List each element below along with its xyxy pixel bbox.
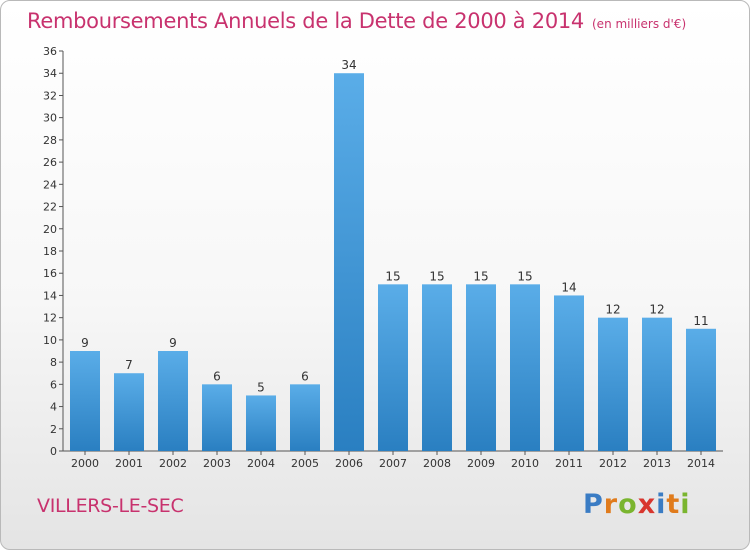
y-tick-label: 0 [50, 445, 57, 458]
logo-letter: i [656, 489, 667, 520]
data-label-2005: 6 [301, 369, 309, 383]
x-tick-label-2002: 2002 [159, 457, 187, 470]
y-tick-label: 36 [43, 45, 57, 58]
logo-letter: o [618, 489, 638, 520]
y-tick-label: 32 [43, 89, 57, 102]
bar-2014 [686, 328, 716, 451]
bar-2002 [158, 351, 188, 451]
x-tick-label-2006: 2006 [335, 457, 363, 470]
logo-letter: i [680, 489, 691, 520]
bar-2010 [510, 284, 540, 451]
data-label-2013: 12 [649, 303, 664, 317]
data-label-2007: 15 [385, 269, 400, 283]
data-label-2006: 34 [341, 58, 356, 72]
data-label-2009: 15 [473, 269, 488, 283]
y-tick-label: 18 [43, 245, 57, 258]
x-tick-label-2001: 2001 [115, 457, 143, 470]
y-tick-label: 26 [43, 156, 57, 169]
y-tick-label: 24 [43, 178, 57, 191]
title-text: Remboursements Annuels de la Dette de 20… [27, 9, 584, 33]
logo-letter: P [583, 489, 604, 520]
bar-2009 [466, 284, 496, 451]
y-tick-label: 22 [43, 201, 57, 214]
bar-2007 [378, 284, 408, 451]
bar-2004 [246, 395, 276, 451]
data-label-2010: 15 [517, 269, 532, 283]
data-label-2000: 9 [81, 336, 89, 350]
bar-2000 [70, 351, 100, 451]
y-tick-label: 2 [50, 423, 57, 436]
town-name: VILLERS-LE-SEC [37, 495, 184, 517]
y-tick-label: 12 [43, 312, 57, 325]
y-tick-label: 8 [50, 356, 57, 369]
x-tick-label-2014: 2014 [687, 457, 715, 470]
y-tick-label: 20 [43, 223, 57, 236]
y-tick-label: 28 [43, 134, 57, 147]
y-tick-label: 6 [50, 378, 57, 391]
data-label-2012: 12 [605, 303, 620, 317]
x-tick-label-2000: 2000 [71, 457, 99, 470]
bar-2012 [598, 317, 628, 451]
y-tick-label: 34 [43, 67, 57, 80]
bar-2003 [202, 384, 232, 451]
x-tick-label-2012: 2012 [599, 457, 627, 470]
x-tick-label-2013: 2013 [643, 457, 671, 470]
proxiti-logo: Proxiti [583, 489, 691, 520]
y-tick-label: 30 [43, 112, 57, 125]
x-tick-label-2005: 2005 [291, 457, 319, 470]
bar-2001 [114, 373, 144, 451]
x-tick-label-2009: 2009 [467, 457, 495, 470]
data-label-2003: 6 [213, 369, 221, 383]
x-tick-label-2003: 2003 [203, 457, 231, 470]
y-tick-label: 16 [43, 267, 57, 280]
title-unit: (en milliers d'€) [592, 17, 687, 31]
x-tick-label-2004: 2004 [247, 457, 275, 470]
data-label-2014: 11 [693, 314, 708, 328]
x-tick-label-2010: 2010 [511, 457, 539, 470]
y-tick-label: 4 [50, 401, 57, 414]
bar-2011 [554, 295, 584, 451]
logo-letter: x [637, 489, 657, 520]
bar-2013 [642, 317, 672, 451]
x-tick-label-2007: 2007 [379, 457, 407, 470]
data-label-2002: 9 [169, 336, 177, 350]
data-label-2011: 14 [561, 280, 576, 294]
x-tick-label-2011: 2011 [555, 457, 583, 470]
bar-2006 [334, 73, 364, 451]
x-tick-label-2008: 2008 [423, 457, 451, 470]
y-tick-label: 14 [43, 289, 57, 302]
data-label-2008: 15 [429, 269, 444, 283]
logo-letter: t [666, 489, 681, 520]
bar-2005 [290, 384, 320, 451]
data-label-2001: 7 [125, 358, 133, 372]
data-label-2004: 5 [257, 380, 265, 394]
chart-title: Remboursements Annuels de la Dette de 20… [27, 9, 686, 33]
logo-letter: r [603, 489, 619, 520]
bar-2008 [422, 284, 452, 451]
y-tick-label: 10 [43, 334, 57, 347]
